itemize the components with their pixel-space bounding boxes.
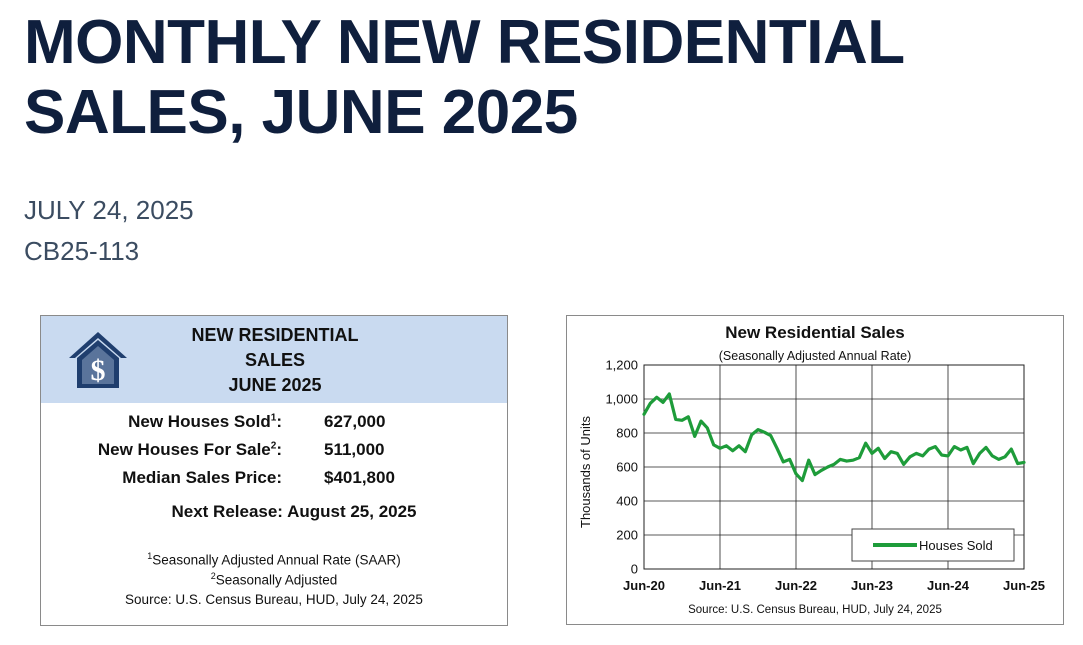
footnote-text: Seasonally Adjusted	[215, 572, 338, 588]
page-title-line-1: MONTHLY NEW RESIDENTIAL	[24, 8, 905, 77]
summary-title-line-3: JUNE 2025	[228, 375, 322, 395]
legend-label: Houses Sold	[919, 538, 993, 553]
stat-row-houses-for-sale: New Houses For Sale2: 511,000	[41, 440, 507, 464]
summary-title-line-2: SALES	[244, 350, 305, 370]
stat-label-text: New Houses Sold	[128, 412, 271, 431]
stat-row-median-price: Median Sales Price: $401,800	[41, 468, 507, 492]
stat-label-sup: 1	[270, 412, 277, 424]
stat-label: New Houses Sold1:	[128, 412, 282, 431]
stat-value: 627,000	[324, 412, 386, 431]
y-tick-label: 1,200	[605, 358, 638, 373]
stat-value: 511,000	[324, 440, 385, 459]
summary-title-line-1: NEW RESIDENTIAL	[191, 325, 359, 345]
x-tick-label: Jun-24	[927, 578, 970, 593]
x-tick-label: Jun-23	[851, 578, 893, 593]
stat-label: New Houses For Sale2:	[97, 440, 282, 459]
svg-text:$: $	[91, 354, 106, 387]
series-layer	[642, 392, 1026, 483]
summary-card-header: $ NEW RESIDENTIAL SALES JUNE 2025	[41, 316, 507, 403]
chart-title: New Residential Sales	[725, 323, 905, 342]
footnote-2: 2Seasonally Adjusted	[41, 571, 507, 588]
y-tick-label: 600	[616, 460, 638, 475]
stat-label-text: Median Sales Price	[122, 468, 277, 487]
page-title-line-2: SALES, JUNE 2025	[24, 78, 578, 147]
stat-label: Median Sales Price:	[122, 468, 282, 487]
chart-subtitle: (Seasonally Adjusted Annual Rate)	[719, 349, 912, 363]
x-tick-label: Jun-20	[623, 578, 665, 593]
footnote-text: Seasonally Adjusted Annual Rate (SAAR)	[152, 552, 401, 568]
summary-card: $ NEW RESIDENTIAL SALES JUNE 2025 New Ho…	[40, 315, 508, 626]
footnote-sup: 1	[147, 551, 153, 561]
x-tick-label: Jun-21	[699, 578, 741, 593]
x-axis-ticks: Jun-20 Jun-21 Jun-22 Jun-23 Jun-24 Jun-25	[623, 578, 1045, 593]
chart-card: New Residential Sales (Seasonally Adjust…	[566, 315, 1064, 625]
release-id: CB25-113	[24, 236, 140, 266]
x-tick-label: Jun-25	[1003, 578, 1045, 593]
y-axis-label: Thousands of Units	[578, 416, 593, 529]
y-tick-label: 400	[616, 494, 638, 509]
page-title: MONTHLY NEW RESIDENTIAL SALES, JUNE 2025	[24, 8, 905, 148]
chart-source: Source: U.S. Census Bureau, HUD, July 24…	[688, 604, 942, 616]
line-chart: New Residential Sales (Seasonally Adjust…	[578, 323, 1045, 616]
stat-label-sup: 2	[270, 440, 277, 452]
house-dollar-icon: $	[69, 332, 127, 388]
footnote-source: Source: U.S. Census Bureau, HUD, July 24…	[125, 592, 423, 607]
series-line-houses-sold	[642, 392, 1026, 483]
summary-card-title: NEW RESIDENTIAL SALES JUNE 2025	[41, 323, 509, 398]
stat-row-houses-sold: New Houses Sold1: 627,000	[41, 412, 507, 436]
x-tick-label: Jun-22	[775, 578, 817, 593]
y-tick-label: 800	[616, 426, 638, 441]
footnote-sup: 2	[210, 571, 216, 581]
stat-label-text: New Houses For Sale	[97, 440, 271, 459]
y-tick-label: 1,000	[605, 392, 638, 407]
y-tick-label: 200	[616, 528, 638, 543]
stat-value: $401,800	[324, 468, 395, 487]
footnote-1: 1Seasonally Adjusted Annual Rate (SAAR)	[41, 551, 507, 568]
plot-frame	[643, 364, 1025, 570]
release-date: JULY 24, 2025	[24, 195, 194, 225]
next-release: Next Release: August 25, 2025	[171, 502, 417, 521]
y-tick-label: 0	[631, 562, 638, 577]
y-axis-ticks: 0 200 400 600 800 1,000 1,200	[605, 358, 638, 577]
